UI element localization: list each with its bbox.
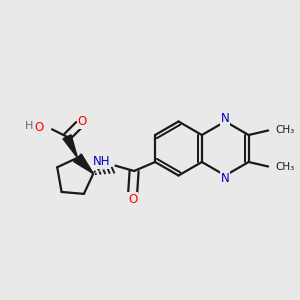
Text: CH₃: CH₃ — [276, 161, 295, 172]
Text: NH: NH — [93, 155, 110, 169]
Text: O: O — [34, 121, 43, 134]
Polygon shape — [63, 135, 77, 158]
Text: H: H — [25, 121, 33, 131]
Text: CH₃: CH₃ — [276, 125, 295, 136]
Text: N: N — [221, 172, 230, 185]
Text: O: O — [77, 115, 87, 128]
Text: O: O — [128, 193, 137, 206]
Text: N: N — [221, 112, 230, 125]
Polygon shape — [74, 154, 93, 174]
